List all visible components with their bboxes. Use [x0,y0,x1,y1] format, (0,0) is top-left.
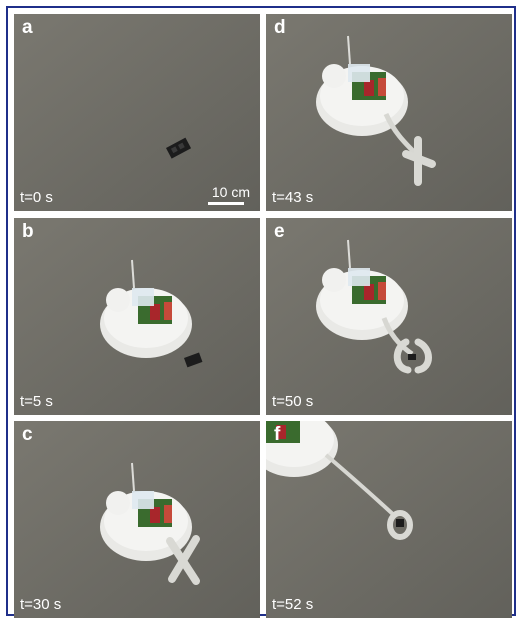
time-label: t=30 s [20,596,62,613]
robot-partial [266,421,338,477]
scale-bar [208,202,244,205]
panel-a-photo [14,14,260,211]
panel-letter: f [274,424,281,445]
tether-gripper [381,317,432,374]
figure-frame: a t=0 s 10 cm [6,6,516,618]
panel-letter: c [22,424,33,445]
robot [100,259,192,358]
time-label: t=43 s [272,189,314,206]
panel-e: e t=50 s [266,218,512,415]
robot [316,239,408,340]
panel-letter: b [22,221,34,242]
time-label: t=0 s [20,189,53,206]
scale-label: 10 cm [211,184,250,200]
panel-c-photo [14,421,260,618]
panel-d: d t=43 s [266,14,512,211]
panel-d-photo [266,14,512,211]
time-label: t=5 s [20,393,53,410]
tether-gripper [166,535,200,585]
robot [316,35,408,136]
panel-f-photo [266,421,512,618]
small-black-device [184,352,203,368]
tether-gripper [324,453,413,540]
panel-letter: a [22,17,33,38]
time-label: t=50 s [272,393,314,410]
panel-f: f t=52 s [266,421,512,618]
panel-letter: e [274,221,285,242]
panel-c: c t=30 s [14,421,260,618]
small-black-device [166,137,192,159]
panel-b: b t=5 s [14,218,260,415]
panel-e-photo [266,218,512,415]
panel-b-photo [14,218,260,415]
tether-gripper [383,112,436,186]
time-label: t=52 s [272,596,314,613]
panel-letter: d [274,17,286,38]
panel-a: a t=0 s 10 cm [14,14,260,211]
